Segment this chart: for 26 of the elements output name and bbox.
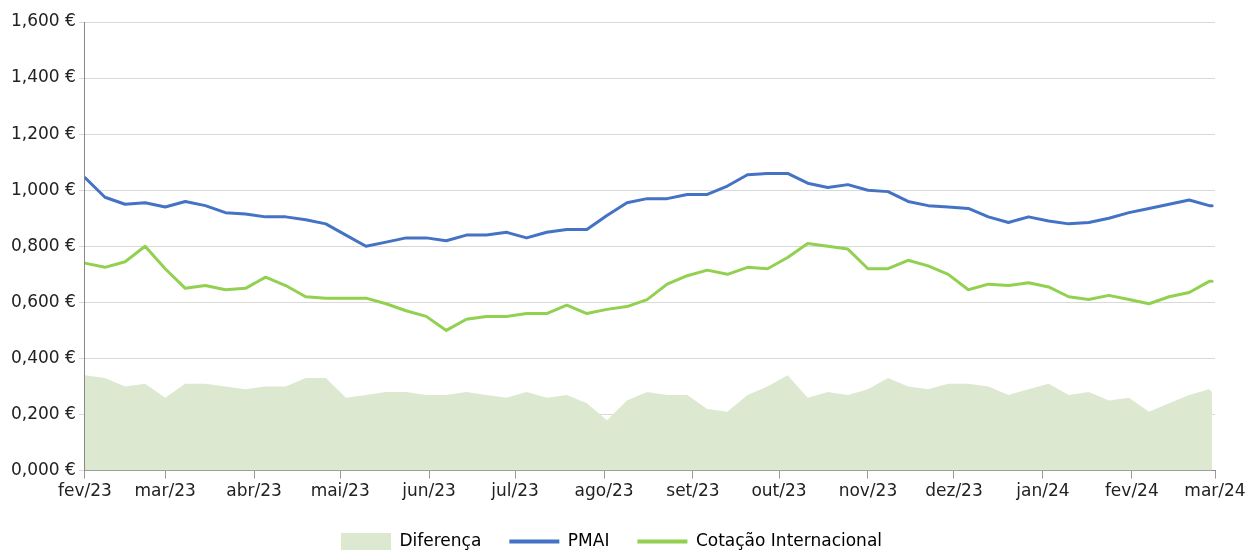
x-tick-label: set/23: [666, 480, 720, 501]
y-tick-label: 1,000 €: [11, 178, 76, 199]
x-tick-label: mar/23: [134, 480, 196, 501]
y-tick-label: 1,200 €: [11, 122, 76, 143]
legend-label: PMAI: [567, 529, 610, 550]
y-tick-label: 1,600 €: [11, 10, 76, 31]
y-tick-label: 1,400 €: [11, 66, 76, 87]
legend-label: Cotação Internacional: [695, 529, 883, 550]
x-tick-label: jun/23: [401, 480, 456, 501]
x-tick-label: jul/23: [490, 480, 539, 501]
legend-label: Diferença: [399, 529, 482, 550]
y-tick-label: 0,800 €: [11, 234, 76, 255]
x-tick-label: out/23: [751, 480, 807, 501]
x-tick-label: jan/24: [1015, 480, 1070, 501]
x-tick-label: abr/23: [226, 480, 282, 501]
y-tick-label: 0,000 €: [11, 459, 76, 480]
y-tick-label: 0,600 €: [11, 290, 76, 311]
y-tick-label: 0,400 €: [11, 346, 76, 367]
x-tick-label: fev/23: [57, 480, 112, 501]
x-tick-label: fev/24: [1104, 480, 1159, 501]
x-tick-label: dez/23: [925, 480, 983, 501]
x-tick-label: mai/23: [310, 480, 370, 501]
x-tick-label: nov/23: [838, 480, 898, 501]
x-tick-label: ago/23: [574, 480, 634, 501]
x-tick-label: mar/24: [1184, 480, 1246, 501]
y-tick-label: 0,200 €: [11, 402, 76, 423]
